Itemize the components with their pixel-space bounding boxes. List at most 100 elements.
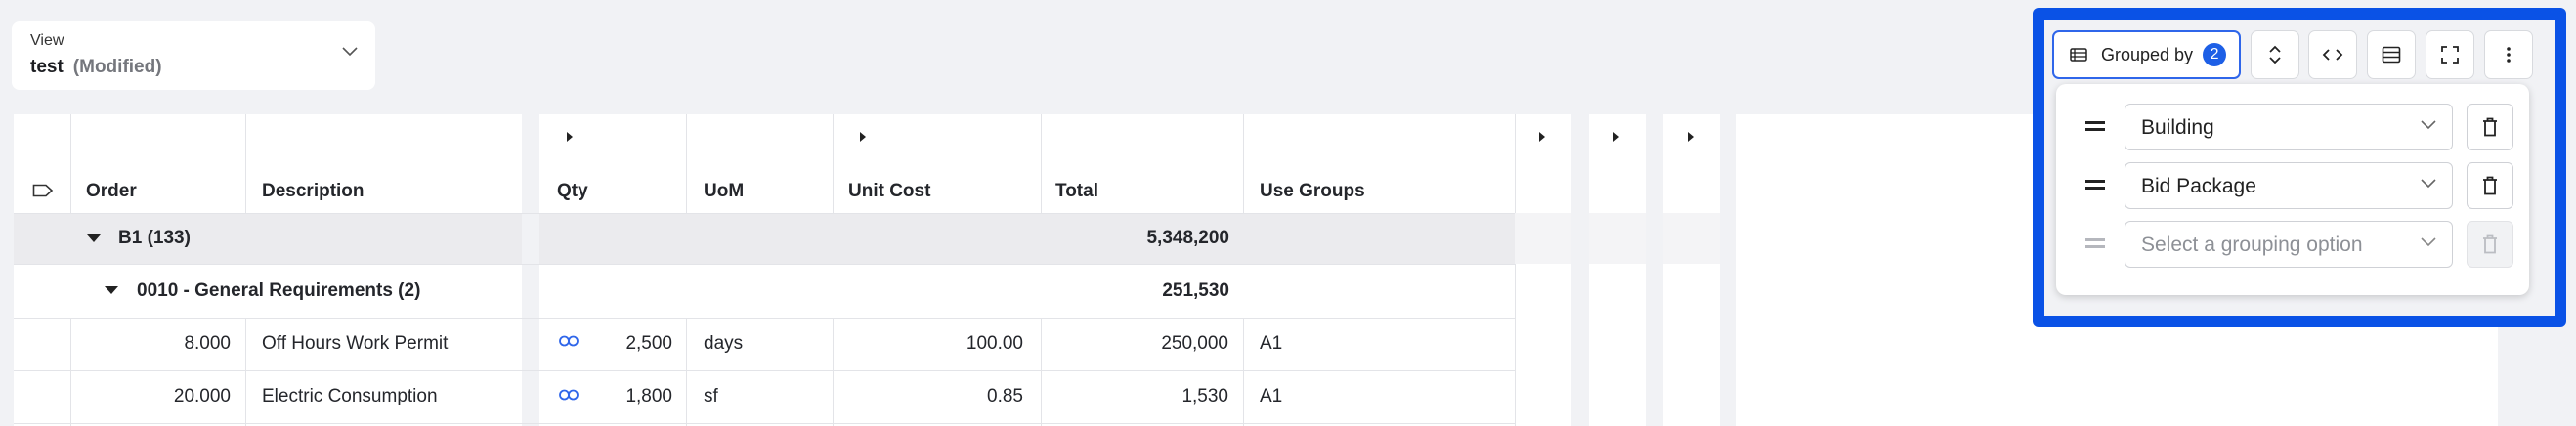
- cell-description: Off Hours Work Permit: [262, 333, 449, 354]
- more-options-button[interactable]: [2484, 30, 2533, 79]
- column-divider: [686, 114, 687, 213]
- column-header-total[interactable]: Total: [1055, 181, 1098, 201]
- code-icon: [2322, 49, 2343, 61]
- column-divider: [70, 318, 71, 426]
- row-divider: [14, 213, 1515, 214]
- cell-total: 1,530: [1181, 386, 1228, 406]
- cell-qty: 1,800: [625, 386, 672, 406]
- row-divider: [14, 423, 1515, 424]
- view-label: View: [30, 32, 64, 49]
- table-list-icon: [2070, 48, 2087, 62]
- cell-order: 8.000: [184, 333, 231, 354]
- grouping-select-placeholder: Select a grouping option: [2141, 234, 2363, 256]
- cell-use-groups: A1: [1260, 386, 1283, 406]
- cell-order: 20.000: [173, 386, 231, 406]
- fullscreen-icon: [2441, 46, 2459, 64]
- trash-icon: [2483, 234, 2497, 254]
- drag-handle-icon[interactable]: [2085, 180, 2105, 183]
- grouping-select-empty[interactable]: Select a grouping option: [2125, 221, 2453, 268]
- grouping-popover: Building Bid Package Select a grouping o…: [2056, 84, 2529, 295]
- label-tag-icon[interactable]: [32, 184, 54, 197]
- row-density-button[interactable]: [2367, 30, 2416, 79]
- expand-column-icon[interactable]: [567, 132, 573, 142]
- cell-unit-cost: 0.85: [987, 386, 1023, 406]
- delete-grouping-button[interactable]: [2467, 104, 2513, 150]
- expand-column-icon[interactable]: [1688, 132, 1694, 142]
- column-header-qty[interactable]: Qty: [557, 181, 588, 201]
- grouped-count-badge: 2: [2203, 43, 2227, 66]
- link-icon[interactable]: [559, 389, 579, 401]
- delete-grouping-button[interactable]: [2467, 162, 2513, 209]
- grouping-select-value: Building: [2141, 116, 2214, 139]
- chevron-down-icon: [2421, 120, 2436, 130]
- row-divider: [14, 318, 1515, 319]
- drag-handle-icon: [2085, 238, 2105, 241]
- fullscreen-button[interactable]: [2426, 30, 2474, 79]
- cell-qty: 2,500: [625, 333, 672, 354]
- cell-uom: sf: [704, 386, 718, 406]
- group-row-bg: [539, 213, 1515, 264]
- column-stub-1[interactable]: [1515, 114, 1571, 426]
- collapse-group-icon[interactable]: [105, 286, 118, 294]
- group-row-bg: [1663, 213, 1720, 264]
- group-row-bg: [1589, 213, 1646, 264]
- column-header-uom[interactable]: UoM: [704, 181, 745, 201]
- group-total: 5,348,200: [1146, 228, 1229, 248]
- chevron-down-icon: [342, 47, 358, 57]
- view-selector[interactable]: View test (Modified): [12, 21, 375, 90]
- column-header-use-groups[interactable]: Use Groups: [1260, 181, 1365, 201]
- column-divider: [833, 114, 834, 213]
- group-row-bg: [1515, 213, 1571, 264]
- grouping-row: Building: [2056, 104, 2529, 152]
- grouped-by-button[interactable]: Grouped by 2: [2052, 30, 2241, 79]
- collapse-expand-icon: [2269, 45, 2281, 64]
- table-frozen-panel: [14, 114, 522, 426]
- column-header-unit-cost[interactable]: Unit Cost: [848, 181, 931, 201]
- cell-use-groups: A1: [1260, 333, 1283, 354]
- column-divider: [245, 318, 246, 426]
- expand-column-icon[interactable]: [1613, 132, 1619, 142]
- expand-column-icon[interactable]: [1539, 132, 1545, 142]
- column-stub-3[interactable]: [1663, 114, 1720, 426]
- grouping-select[interactable]: Building: [2125, 104, 2453, 150]
- grouped-by-label: Grouped by: [2101, 44, 2194, 64]
- row-divider: [14, 370, 1515, 371]
- more-vertical-icon: [2507, 47, 2511, 63]
- code-button[interactable]: [2308, 30, 2357, 79]
- grouping-select[interactable]: Bid Package: [2125, 162, 2453, 209]
- link-icon[interactable]: [559, 335, 579, 347]
- table-main-panel: [539, 114, 1515, 426]
- column-header-description[interactable]: Description: [262, 181, 365, 201]
- group-label: B1 (133): [118, 228, 191, 248]
- view-status: (Modified): [72, 57, 162, 77]
- delete-grouping-button-disabled: [2467, 221, 2513, 268]
- trash-icon: [2483, 117, 2497, 137]
- collapse-expand-button[interactable]: [2251, 30, 2299, 79]
- grouping-select-value: Bid Package: [2141, 175, 2256, 197]
- drag-handle-icon[interactable]: [2085, 121, 2105, 124]
- group-label: 0010 - General Requirements (2): [137, 280, 421, 301]
- chevron-down-icon: [2421, 237, 2436, 247]
- column-divider: [70, 114, 71, 213]
- cell-total: 250,000: [1161, 333, 1228, 354]
- view-name: test: [30, 57, 64, 77]
- column-divider: [245, 114, 246, 213]
- group-total: 251,530: [1162, 280, 1229, 301]
- column-divider: [833, 318, 834, 426]
- row-divider: [14, 264, 1515, 265]
- collapse-group-icon[interactable]: [87, 234, 101, 242]
- grouping-row-new: Select a grouping option: [2056, 221, 2529, 270]
- column-header-order[interactable]: Order: [86, 181, 137, 201]
- column-divider: [1041, 318, 1042, 426]
- column-stub-2[interactable]: [1589, 114, 1646, 426]
- grouping-row: Bid Package: [2056, 162, 2529, 211]
- column-divider: [686, 318, 687, 426]
- cell-uom: days: [704, 333, 744, 354]
- row-density-icon: [2382, 46, 2401, 64]
- column-divider: [1243, 114, 1244, 213]
- expand-column-icon[interactable]: [860, 132, 866, 142]
- column-divider: [1243, 318, 1244, 426]
- column-divider: [1041, 114, 1042, 213]
- cell-description: Electric Consumption: [262, 386, 438, 406]
- cell-unit-cost: 100.00: [966, 333, 1023, 354]
